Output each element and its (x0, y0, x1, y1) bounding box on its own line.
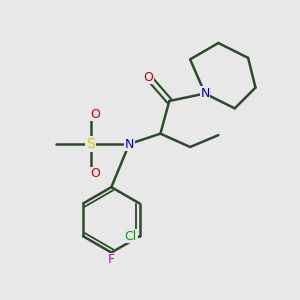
Text: S: S (86, 137, 95, 151)
Text: Cl: Cl (124, 230, 137, 243)
Text: F: F (108, 254, 115, 266)
Text: O: O (90, 108, 100, 121)
Text: O: O (144, 71, 154, 84)
Text: N: N (124, 138, 134, 151)
Text: O: O (90, 167, 100, 180)
Text: N: N (200, 87, 210, 100)
